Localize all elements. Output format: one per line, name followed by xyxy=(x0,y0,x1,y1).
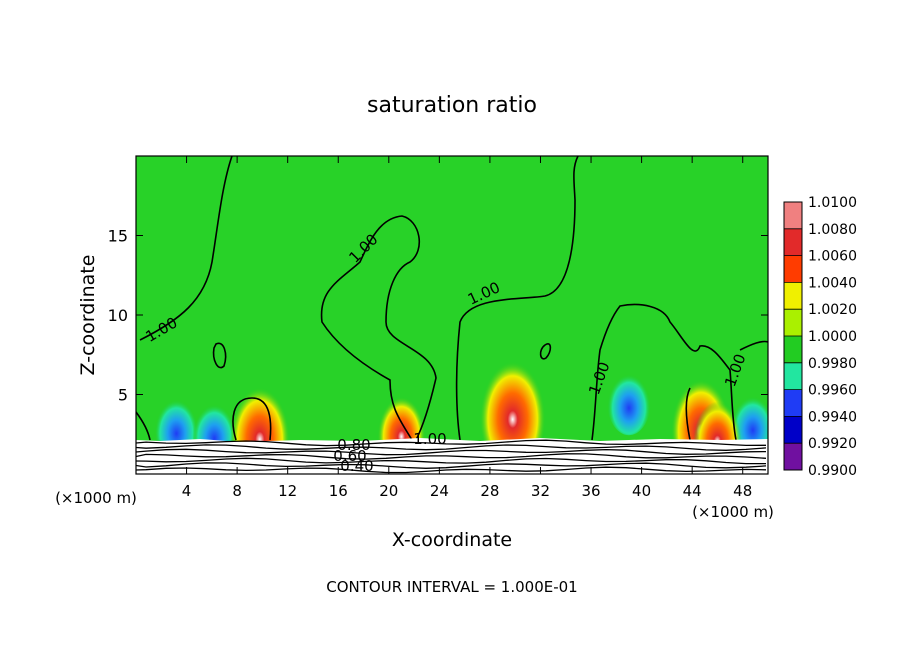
terrain-contour-line xyxy=(136,462,767,469)
x-tick-label: 40 xyxy=(632,482,651,500)
colorbar-label: 0.9960 xyxy=(808,383,857,399)
contour-lines xyxy=(136,156,768,441)
contour-line xyxy=(539,343,552,360)
contour-label: 0.80 xyxy=(337,436,370,454)
terrain-contour-line xyxy=(136,448,767,456)
colorbar-label: 1.0100 xyxy=(808,195,857,211)
contour-line xyxy=(139,156,233,341)
x-unit-left: (×1000 m) xyxy=(55,489,137,507)
terrain-band xyxy=(136,438,768,474)
y-tick-label: 5 xyxy=(118,386,128,405)
x-tick-label: 12 xyxy=(278,482,297,500)
contour-line xyxy=(591,303,737,441)
contour-label: 1.00 xyxy=(413,430,446,448)
terrain-contour-line xyxy=(136,439,767,447)
x-tick-label: 48 xyxy=(733,482,752,500)
colorbar-swatch xyxy=(784,282,802,310)
y-axis-label: Z-coordinate xyxy=(77,255,99,376)
colorbar-swatch xyxy=(784,443,802,470)
colorbar-swatch xyxy=(784,228,802,256)
x-tick-label: 16 xyxy=(329,482,348,500)
contour-interval-note: CONTOUR INTERVAL = 1.000E-01 xyxy=(326,578,577,596)
colorbar-label: 1.0020 xyxy=(808,302,857,318)
contour-line xyxy=(212,342,227,369)
x-tick-label: 20 xyxy=(379,482,398,500)
x-tick-label: 8 xyxy=(232,482,242,500)
colorbar-swatch xyxy=(784,416,802,444)
x-axis: 4 8 12 16 20 24 28 32 36 40 44 48 xyxy=(182,156,752,500)
colorbar-label: 0.9940 xyxy=(808,409,857,425)
colorbar-label: 1.0080 xyxy=(808,222,857,238)
contour-label: 0.60 xyxy=(333,447,366,465)
colorbar-label: 0.9920 xyxy=(808,436,857,452)
terrain-contour-line xyxy=(136,457,766,465)
terrain-contour-line xyxy=(136,444,767,451)
contour-line xyxy=(232,397,272,441)
x-tick-label: 32 xyxy=(531,482,550,500)
colorbar: 1.0100 1.0080 1.0060 1.0040 1.0020 1.0000 0.99… xyxy=(783,195,857,479)
colorbar-label: 1.0040 xyxy=(808,275,857,291)
x-tick-label: 36 xyxy=(581,482,600,500)
x-tick-label: 44 xyxy=(683,482,702,500)
x-axis-label: X-coordinate xyxy=(392,529,512,551)
coldspot-mark xyxy=(606,367,651,436)
colorbar-label: 1.0000 xyxy=(808,329,857,345)
colorbar-swatch xyxy=(784,202,802,229)
x-tick-label: 4 xyxy=(182,482,192,500)
contour-line xyxy=(455,156,579,441)
plot-area xyxy=(136,156,768,474)
terrain-contour-line xyxy=(136,466,767,474)
colorbar-label: 1.0060 xyxy=(808,249,857,265)
contour-label: 0.40 xyxy=(340,457,373,475)
contour-line xyxy=(136,411,151,441)
chart-title: saturation ratio xyxy=(367,93,537,118)
terrain-contour-line xyxy=(136,453,767,460)
colorbar-label: 0.9980 xyxy=(808,356,857,372)
colorbar-swatch xyxy=(784,389,802,417)
y-tick-label: 15 xyxy=(108,227,128,246)
x-tick-label: 24 xyxy=(430,482,449,500)
x-unit-right: (×1000 m) xyxy=(692,503,774,521)
y-axis: 5 10 15 xyxy=(108,227,768,405)
contour-line xyxy=(320,215,437,441)
colorbar-label: 0.9900 xyxy=(808,463,857,479)
contour-line xyxy=(685,387,691,441)
contour-line xyxy=(739,340,768,351)
terrain-contours xyxy=(136,439,767,474)
colorbar-swatch xyxy=(784,255,802,283)
colorbar-swatch xyxy=(784,362,802,390)
colorbar-swatch xyxy=(784,309,802,336)
y-tick-label: 10 xyxy=(108,306,128,325)
x-tick-label: 28 xyxy=(480,482,499,500)
colorbar-swatch xyxy=(784,336,802,363)
